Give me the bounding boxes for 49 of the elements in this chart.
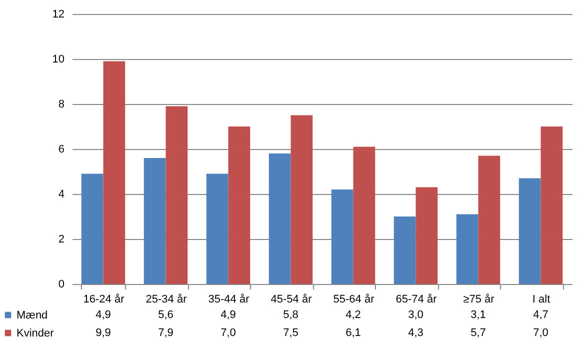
x-tick-label: 25-34 år — [146, 294, 188, 306]
bar — [353, 146, 376, 284]
data-label: 4,2 — [346, 309, 361, 321]
data-label: 4,7 — [533, 309, 548, 321]
x-tick-label: 16-24 år — [83, 294, 125, 306]
bar — [206, 174, 228, 284]
y-tick-label: 0 — [58, 278, 64, 290]
bar — [228, 126, 250, 284]
x-tick-label: 35-44 år — [208, 294, 250, 306]
legend-label: Mænd — [16, 310, 48, 322]
data-label: 6,1 — [346, 327, 361, 339]
x-tick-label: ≥75 år — [463, 294, 495, 306]
bar — [478, 156, 500, 284]
bar — [81, 174, 104, 284]
y-tick-label: 8 — [58, 98, 64, 110]
x-tick-label: I alt — [532, 294, 550, 306]
data-label: 4,3 — [408, 327, 424, 339]
x-tick-label: 55-64 år — [333, 294, 375, 306]
data-label: 4,9 — [96, 309, 111, 321]
bar — [416, 187, 438, 284]
bar — [394, 216, 416, 284]
data-label: 5,8 — [283, 309, 298, 321]
y-tick-label: 2 — [58, 234, 64, 246]
bar — [518, 178, 541, 284]
data-label: 4,9 — [220, 309, 236, 321]
y-tick-label: 12 — [52, 8, 64, 20]
data-label: 7,0 — [533, 327, 548, 339]
bar — [103, 61, 126, 284]
data-label: 7,0 — [220, 327, 236, 339]
data-label: 7,9 — [158, 327, 174, 339]
bar — [268, 154, 291, 284]
bar — [144, 158, 166, 284]
data-label: 3,1 — [470, 309, 486, 321]
bar — [456, 214, 478, 284]
y-tick-label: 4 — [58, 188, 64, 200]
bar — [166, 106, 188, 284]
x-tick-label: 45-54 år — [270, 294, 312, 306]
bar — [290, 115, 313, 284]
data-label: 5,7 — [470, 327, 486, 339]
data-label: 7,5 — [283, 327, 298, 339]
x-tick-label: 65-74 år — [396, 294, 438, 306]
data-label: 3,0 — [408, 309, 424, 321]
data-label: 9,9 — [96, 327, 111, 339]
data-label: 5,6 — [158, 309, 174, 321]
y-tick-label: 6 — [58, 144, 64, 156]
y-tick-label: 10 — [52, 54, 64, 66]
bar — [540, 126, 563, 284]
bar — [331, 190, 354, 284]
legend-label: Kvinder — [16, 328, 54, 340]
